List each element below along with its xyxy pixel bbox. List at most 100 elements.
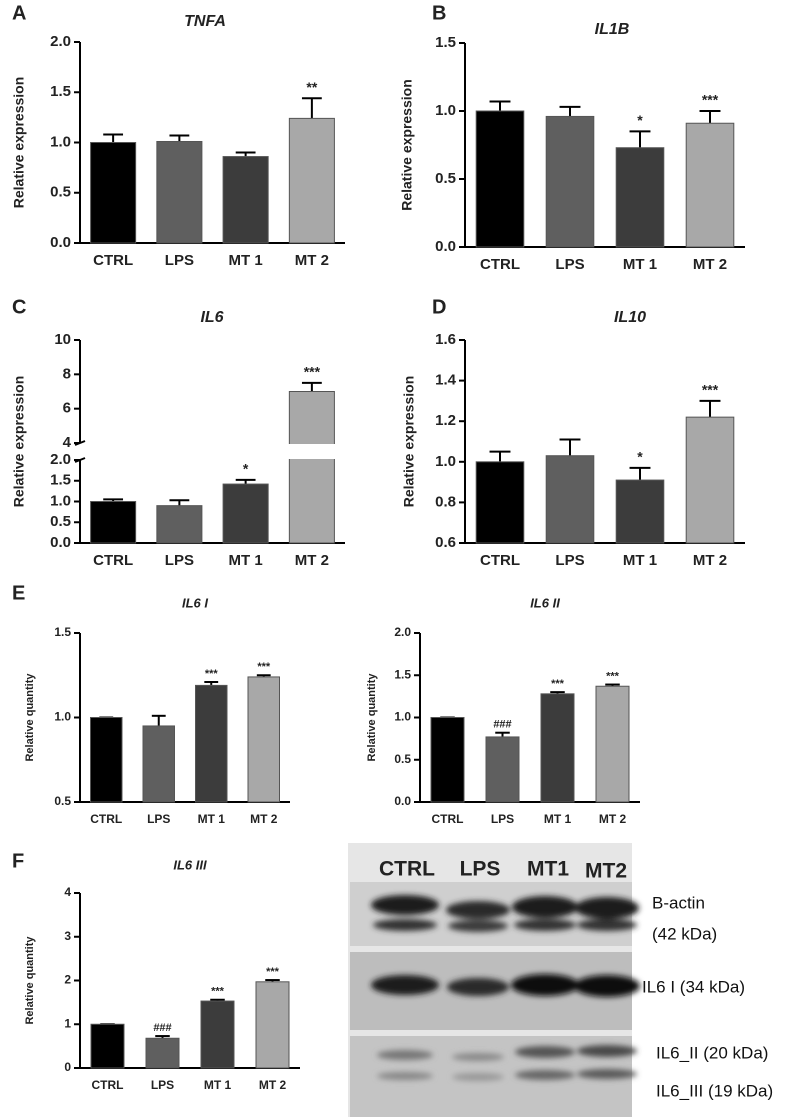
y-tick-label: 0.6 — [435, 534, 456, 551]
panel-label: C — [12, 296, 26, 318]
bar — [615, 479, 665, 544]
significance-label: *** — [702, 382, 719, 398]
y-tick-label: 1 — [64, 1016, 71, 1030]
bar — [222, 483, 269, 544]
y-tick-label: 1.0 — [50, 133, 71, 150]
panel-label: B — [432, 2, 446, 24]
chart: E IL6 I Relative quantity 0.5 1.0 1.5 CTRL LPS M… — [12, 582, 290, 826]
x-tick-label: MT 2 — [295, 552, 329, 569]
y-axis-label: Relative expression — [11, 77, 27, 209]
band-label: IL6 I (34 kDa) — [642, 977, 745, 996]
chart-title: IL10 — [614, 309, 646, 326]
y-axis-label: Relative expression — [399, 79, 415, 211]
significance-label: * — [637, 449, 643, 465]
bar — [247, 676, 280, 803]
band — [452, 1053, 504, 1061]
x-tick-label: LPS — [165, 552, 194, 569]
bar — [156, 505, 203, 544]
band-label: (42 kDa) — [652, 924, 717, 943]
bar — [145, 1037, 180, 1069]
panel-label: F — [12, 850, 24, 872]
y-tick-label: 0.5 — [394, 752, 411, 766]
chart-title: IL6 II — [530, 595, 560, 610]
band — [512, 896, 578, 918]
x-tick-label: MT 1 — [623, 552, 657, 569]
x-tick-label: MT 2 — [250, 812, 278, 826]
y-tick-label: 1.5 — [54, 625, 71, 639]
x-tick-label: CTRL — [93, 552, 133, 569]
band-label: IL6_III (19 kDa) — [656, 1081, 773, 1100]
x-tick-label: LPS — [151, 1078, 174, 1092]
y-tick-label: 0.0 — [50, 234, 71, 251]
panel-label: D — [432, 296, 446, 318]
significance-label: *** — [205, 668, 219, 680]
x-tick-label: MT 1 — [229, 552, 263, 569]
bar — [545, 115, 595, 248]
y-tick-label: 0.0 — [435, 238, 456, 255]
chart: C IL6 Relative expression 0.0 0.5 1.0 1.5 2.04 6… — [11, 296, 345, 569]
y-tick-label: 4 — [63, 434, 72, 451]
band — [447, 978, 509, 996]
bands — [371, 895, 640, 1081]
bar — [540, 693, 575, 803]
bar — [595, 685, 630, 803]
bar — [288, 391, 335, 544]
y-tick-label: 1.2 — [435, 412, 456, 429]
chart-title: IL6 III — [173, 857, 207, 872]
x-tick-label: CTRL — [93, 252, 133, 269]
x-tick-label: MT 1 — [229, 252, 263, 269]
chart-title: IL1B — [595, 21, 630, 38]
y-tick-label: 1.5 — [50, 472, 71, 489]
lane-label: MT1 — [527, 858, 569, 881]
y-tick-label: 0.5 — [50, 513, 71, 530]
band — [377, 1050, 433, 1060]
x-tick-label: MT 2 — [295, 252, 329, 269]
significance-label: *** — [211, 986, 225, 998]
x-tick-label: MT 2 — [693, 256, 727, 273]
chart: F IL6 III Relative quantity 0 1 2 3 4 CTRL LPS ###… — [12, 850, 300, 1092]
x-tick-label: CTRL — [90, 812, 122, 826]
y-tick-label: 2.0 — [394, 625, 411, 639]
y-tick-label: 0.5 — [54, 794, 71, 808]
y-tick-label: 1.5 — [50, 83, 71, 100]
bar — [485, 736, 520, 803]
y-tick-label: 2.0 — [50, 33, 71, 50]
significance-label: *** — [304, 364, 321, 380]
y-tick-label: 0.5 — [50, 184, 71, 201]
band — [577, 1045, 637, 1057]
band — [511, 974, 579, 996]
significance-label: *** — [257, 661, 271, 673]
y-tick-label: 8 — [63, 365, 71, 382]
y-tick-label: 0 — [64, 1060, 71, 1074]
lane-label: MT2 — [585, 860, 627, 883]
y-tick-label: 10 — [54, 331, 71, 348]
x-tick-label: LPS — [165, 252, 194, 269]
y-axis-label: Relative quantity — [24, 936, 36, 1025]
band-label: B-actin — [652, 893, 705, 912]
x-tick-label: LPS — [147, 812, 170, 826]
x-tick-label: CTRL — [92, 1078, 124, 1092]
significance-label: *** — [606, 670, 620, 682]
x-tick-label: CTRL — [480, 256, 520, 273]
western-blot: CTRL LPS MT1 MT2 B-actin (42 kDa) IL6 I … — [348, 843, 773, 1117]
band — [371, 895, 439, 915]
band — [448, 920, 508, 932]
significance-label: *** — [266, 966, 280, 978]
bar — [156, 140, 203, 244]
x-tick-label: MT 2 — [599, 812, 627, 826]
y-tick-label: 1.6 — [435, 331, 456, 348]
y-tick-label: 0.0 — [394, 794, 411, 808]
y-tick-label: 1.0 — [435, 102, 456, 119]
y-axis-label: Relative quantity — [24, 673, 36, 762]
bar — [475, 110, 525, 248]
y-tick-label: 2.0 — [50, 451, 71, 468]
panel-label: E — [12, 582, 25, 604]
significance-label: * — [637, 112, 643, 128]
y-tick-label: 4 — [64, 885, 71, 899]
bar — [685, 122, 735, 248]
chart: IL6 II Relative quantity 0.0 0.5 1.0 1.5 2.0 CT… — [366, 595, 640, 826]
chart: A TNFA Relative expression 0.0 0.5 1.0 1.5 2.0 C… — [11, 2, 345, 269]
y-tick-label: 0.8 — [435, 493, 456, 510]
significance-label: * — [243, 461, 249, 477]
bar — [195, 684, 228, 803]
